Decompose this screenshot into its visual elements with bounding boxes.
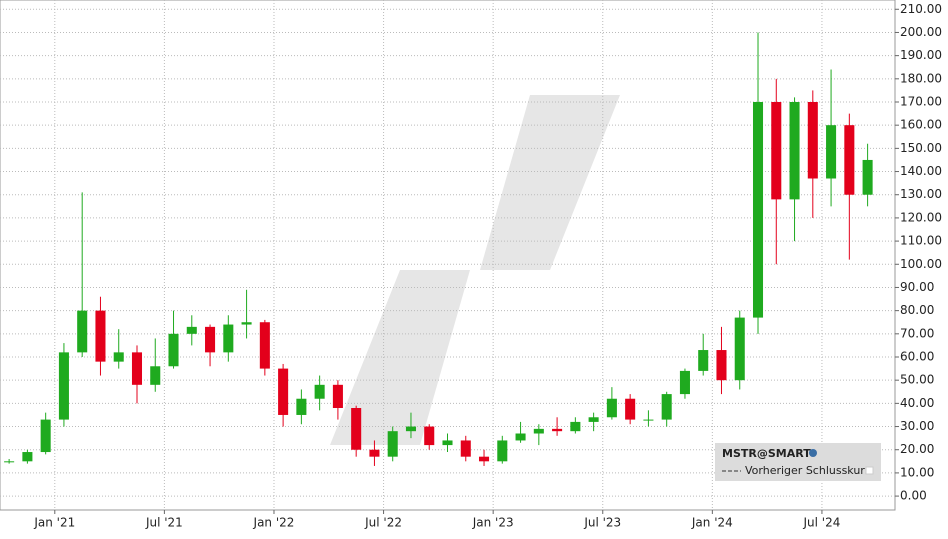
candle-body	[679, 370, 690, 395]
y-tick-label: 170.00	[900, 95, 942, 109]
y-tick-label: 200.00	[900, 25, 942, 39]
candle-body	[259, 322, 270, 369]
candle-body	[625, 398, 636, 420]
candle-body	[77, 310, 88, 353]
candle-body	[752, 102, 764, 318]
candle-body	[716, 350, 727, 381]
x-tick-label: Jul '23	[583, 516, 621, 530]
x-tick-label: Jan '22	[253, 516, 295, 530]
candle-body	[369, 449, 380, 457]
y-tick-label: 10.00	[900, 465, 934, 479]
candle-body	[314, 384, 325, 399]
axes: 0.00 10.00 20.00 30.00 40.00 50.00 60.00 70.00 8…	[33, 2, 942, 530]
y-tick-label: 50.00	[900, 373, 934, 387]
x-tick-label: Jul '22	[364, 516, 402, 530]
candle-body	[698, 350, 709, 371]
candle-body	[661, 394, 672, 420]
candle-body	[789, 102, 800, 200]
y-tick-label: 40.00	[900, 396, 934, 410]
candle-body	[58, 352, 69, 420]
candle-body	[862, 159, 873, 195]
candle-body	[168, 333, 179, 367]
candle-body	[22, 452, 33, 462]
candle-body	[332, 384, 343, 408]
legend-checkbox[interactable]	[865, 466, 874, 475]
y-tick-label: 130.00	[900, 187, 942, 201]
candle-body	[223, 324, 234, 353]
candle-body	[278, 368, 289, 415]
candle-body	[296, 398, 307, 415]
candle-body	[95, 310, 106, 362]
y-tick-label: 0.00	[900, 489, 927, 503]
y-tick-label: 60.00	[900, 350, 934, 364]
candle-body	[424, 426, 435, 446]
candle-body	[643, 419, 654, 421]
y-tick-label: 190.00	[900, 48, 942, 62]
candle-body	[4, 461, 15, 463]
candle-body	[734, 317, 745, 381]
legend-icon	[809, 449, 817, 457]
x-tick-label: Jan '24	[691, 516, 733, 530]
candle-body	[387, 431, 398, 457]
candle-body	[205, 326, 216, 353]
y-tick-label: 20.00	[900, 442, 934, 456]
y-tick-label: 180.00	[900, 71, 942, 85]
candle-body	[588, 417, 599, 422]
legend-label: Vorheriger Schlusskurs	[745, 464, 871, 477]
candle-body	[844, 125, 855, 195]
candle-body	[771, 102, 782, 200]
legend-symbol: MSTR@SMART	[722, 447, 811, 460]
candle-body	[552, 428, 563, 432]
y-tick-label: 110.00	[900, 234, 942, 248]
legend-box	[715, 443, 881, 481]
x-tick-label: Jan '21	[33, 516, 75, 530]
candle-body	[150, 366, 161, 385]
y-tick-label: 70.00	[900, 326, 934, 340]
candle-body	[241, 322, 252, 325]
x-tick-label: Jul '21	[145, 516, 183, 530]
candle-body	[826, 125, 837, 179]
y-tick-label: 80.00	[900, 303, 934, 317]
candle-body	[113, 352, 124, 362]
y-tick-label: 100.00	[900, 257, 942, 271]
plot-frame	[0, 0, 896, 511]
y-tick-label: 140.00	[900, 164, 942, 178]
y-tick-label: 90.00	[900, 280, 934, 294]
x-tick-label: Jan '23	[472, 516, 514, 530]
candle-body	[807, 102, 818, 179]
y-tick-label: 30.00	[900, 419, 934, 433]
y-tick-label: 150.00	[900, 141, 942, 155]
candle-body	[515, 433, 526, 441]
candle-body	[606, 398, 617, 418]
candles	[4, 32, 873, 466]
candle-body	[351, 408, 362, 450]
legend: MSTR@SMART Vorheriger Schlusskurs	[715, 443, 881, 481]
candle-body	[405, 426, 416, 432]
candle-body	[570, 421, 581, 432]
candle-body	[479, 456, 490, 462]
candle-body	[131, 352, 143, 385]
candle-body	[186, 326, 197, 334]
y-tick-label: 210.00	[900, 2, 942, 16]
candle-body	[497, 440, 508, 462]
x-tick-label: Jul '24	[803, 516, 841, 530]
candle-body	[533, 428, 544, 434]
y-tick-label: 160.00	[900, 118, 942, 132]
candle-body	[460, 440, 471, 457]
candle-body	[442, 440, 453, 446]
candle-body	[40, 419, 51, 453]
y-tick-label: 120.00	[900, 210, 942, 224]
